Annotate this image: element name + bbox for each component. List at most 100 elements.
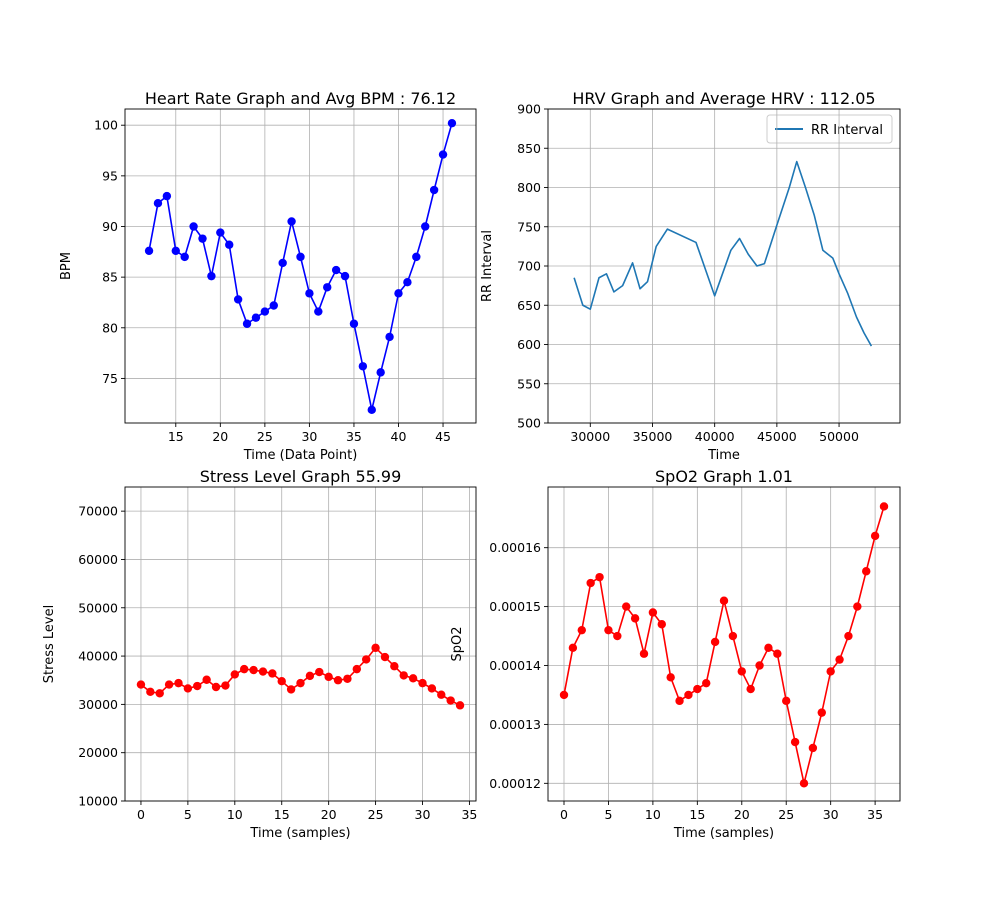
heart-rate-point-2 <box>162 191 172 201</box>
heart-rate-point-32 <box>429 185 439 195</box>
hrv-legend: RR Interval <box>766 114 893 144</box>
heart-rate-ytick-label-5: 100 <box>94 118 118 133</box>
heart-rate-subplot: Heart Rate Graph and Avg BPM : 76.12 Tim… <box>59 89 477 463</box>
stress-point-2 <box>155 689 164 698</box>
stress-point-8 <box>211 682 221 692</box>
heart-rate-point-26 <box>376 368 385 377</box>
spo2-point-3 <box>586 578 595 588</box>
heart-rate-point-14 <box>269 301 278 310</box>
stress-point-15 <box>277 677 286 686</box>
hrv-subplot: HRV Graph and Average HRV : 112.05 Time … <box>480 89 901 463</box>
heart-rate-point-13 <box>260 307 270 316</box>
stress-xtick-label-7: 35 <box>461 807 477 822</box>
hrv-ytick-label-1: 550 <box>517 376 541 391</box>
heart-rate-point-34 <box>447 118 457 128</box>
heart-rate-ytick-label-2: 85 <box>102 270 118 285</box>
heart-rate-point-29 <box>403 278 412 287</box>
spo2-point-27 <box>799 779 809 788</box>
spo2-subplot: SpO2 Graph 1.01 Time (samples) SpO2 0 5 10… <box>450 467 901 841</box>
spo2-point-6 <box>613 631 622 641</box>
stress-ytick-label-2: 30000 <box>78 697 118 712</box>
spo2-ytick-label-3: 0.00015 <box>489 599 541 614</box>
heart-rate-ytick-label-4: 95 <box>102 168 118 183</box>
heart-rate-xtick-label-5: 40 <box>391 429 407 444</box>
stress-point-18 <box>305 671 315 681</box>
spo2-point-7 <box>622 602 631 611</box>
spo2-point-19 <box>728 631 738 641</box>
stress-point-16 <box>286 685 296 694</box>
hrv-xlabel: Time <box>707 448 740 463</box>
spo2-point-21 <box>746 684 755 694</box>
spo2-point-0 <box>559 690 569 700</box>
spo2-point-23 <box>764 643 773 653</box>
hrv-xtick-label-3: 45000 <box>757 429 797 444</box>
stress-point-32 <box>437 690 446 699</box>
spo2-point-26 <box>790 737 800 747</box>
hrv-ytick-label-7: 850 <box>517 141 541 156</box>
stress-point-19 <box>315 667 324 677</box>
stress-point-23 <box>352 664 362 674</box>
stress-point-21 <box>333 676 343 685</box>
hrv-ytick-label-5: 750 <box>517 219 541 234</box>
spo2-point-25 <box>782 696 791 706</box>
stress-point-0 <box>136 680 146 689</box>
spo2-xtick-label-4: 20 <box>734 807 750 822</box>
stress-point-12 <box>249 665 258 675</box>
heart-rate-point-6 <box>198 234 207 243</box>
heart-rate-point-0 <box>144 246 154 256</box>
spo2-point-15 <box>693 684 702 694</box>
spo2-axes-frame <box>547 486 901 802</box>
stress-xtick-label-3: 15 <box>274 807 290 822</box>
hrv-legend-label: RR Interval <box>811 123 883 138</box>
stress-point-26 <box>380 652 390 662</box>
spo2-point-13 <box>675 696 684 706</box>
stress-xtick-label-1: 5 <box>184 807 192 822</box>
spo2-point-8 <box>630 614 640 623</box>
hrv-series-line <box>573 160 873 347</box>
spo2-xtick-label-7: 35 <box>867 807 883 822</box>
heart-rate-ylabel: BPM <box>59 252 74 280</box>
stress-point-3 <box>164 680 174 689</box>
spo2-point-4 <box>595 572 604 582</box>
stress-point-28 <box>399 671 408 680</box>
heart-rate-point-30 <box>412 252 421 262</box>
stress-point-25 <box>371 643 380 653</box>
hrv-xtick-label-2: 40000 <box>695 429 735 444</box>
heart-rate-point-16 <box>287 217 296 226</box>
spo2-ytick-label-4: 0.00016 <box>489 540 541 555</box>
heart-rate-point-3 <box>171 246 180 256</box>
heart-rate-grid <box>125 109 476 423</box>
hrv-xtick-label-1: 35000 <box>633 429 673 444</box>
spo2-ytick-label-1: 0.00013 <box>489 717 541 732</box>
spo2-point-9 <box>639 649 649 658</box>
stress-point-5 <box>183 684 193 693</box>
spo2-point-1 <box>568 643 578 653</box>
heart-rate-xlabel: Time (Data Point) <box>243 448 358 463</box>
spo2-point-32 <box>844 631 853 641</box>
spo2-point-11 <box>657 620 666 629</box>
hrv-ytick-label-0: 500 <box>517 416 541 431</box>
heart-rate-point-8 <box>216 228 225 237</box>
stress-point-17 <box>296 678 305 688</box>
heart-rate-point-18 <box>305 289 314 298</box>
stress-ytick-label-6: 70000 <box>78 504 118 519</box>
stress-xtick-label-0: 0 <box>137 807 145 822</box>
stress-point-30 <box>418 678 427 688</box>
spo2-ylabel: SpO2 <box>450 626 465 661</box>
heart-rate-point-24 <box>358 362 368 371</box>
spo2-point-33 <box>853 602 862 611</box>
spo2-ytick-label-2: 0.00014 <box>489 658 541 673</box>
stress-ytick-label-4: 50000 <box>78 600 118 615</box>
stress-grid <box>125 487 476 802</box>
heart-rate-point-31 <box>421 222 430 231</box>
stress-point-22 <box>343 674 352 683</box>
heart-rate-point-20 <box>323 283 332 292</box>
heart-rate-xtick-label-1: 20 <box>212 429 228 444</box>
spo2-point-36 <box>879 502 889 511</box>
spo2-xtick-label-3: 15 <box>689 807 705 822</box>
spo2-point-14 <box>684 690 693 700</box>
spo2-point-31 <box>835 655 844 664</box>
heart-rate-point-21 <box>331 265 341 275</box>
stress-ytick-label-0: 10000 <box>78 794 118 809</box>
